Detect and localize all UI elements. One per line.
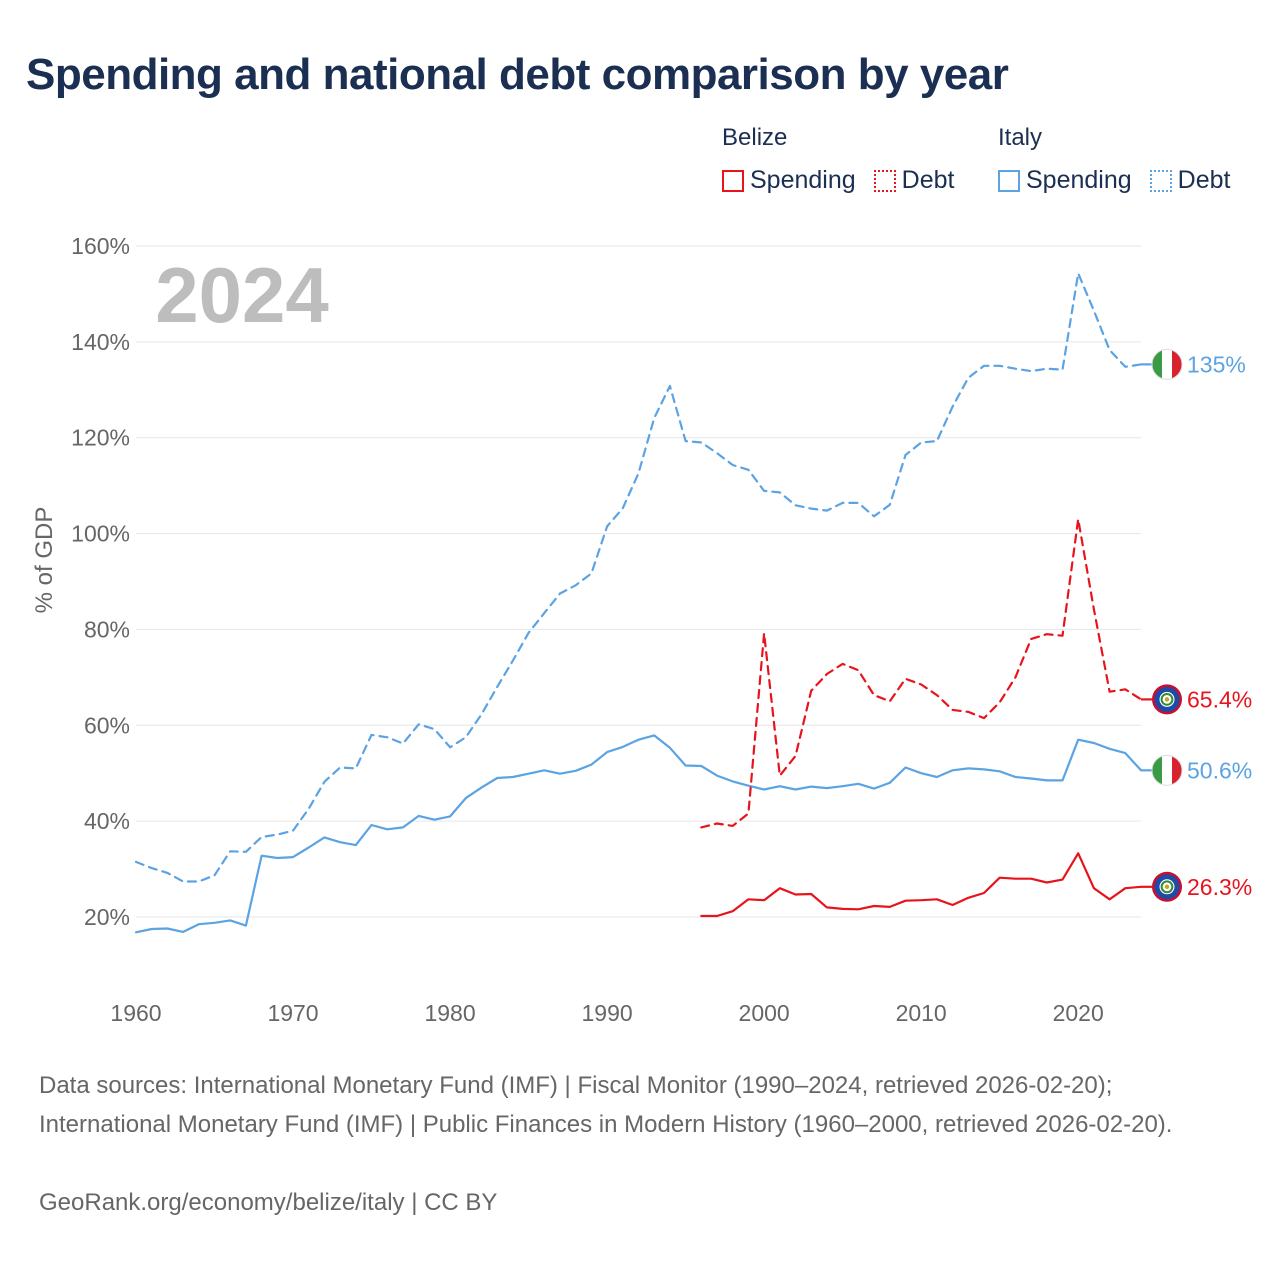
- year-watermark: 2024: [155, 251, 329, 339]
- italy-spending-end-label: 50.6%: [1187, 757, 1252, 783]
- italy-spending-line[interactable]: [134, 734, 1143, 934]
- x-tick-label: 2020: [1053, 1000, 1104, 1026]
- legend-label: Spending: [750, 166, 856, 194]
- belize-debt-end-label: 65.4%: [1187, 686, 1252, 712]
- x-tick-label: 1970: [267, 1000, 318, 1026]
- legend-belize-spending[interactable]: Spending: [722, 166, 856, 195]
- italy-debt-line[interactable]: [134, 272, 1143, 883]
- y-tick-label: 140%: [71, 329, 130, 355]
- x-tick-label: 2000: [739, 1000, 790, 1026]
- italy-flag-icon: [1151, 348, 1183, 380]
- x-axis-ticks: 1960 1970 1980 1990 2000 2010 2020: [110, 1000, 1103, 1026]
- x-tick-label: 1990: [582, 1000, 633, 1026]
- chart-title: Spending and national debt comparison by…: [26, 50, 1009, 99]
- legend-label: Debt: [901, 166, 955, 194]
- y-tick-label: 100%: [71, 521, 130, 547]
- y-tick-label: 40%: [84, 808, 130, 834]
- legend-swatch-solid: [998, 169, 1020, 192]
- legend-belize-debt[interactable]: Debt: [873, 166, 955, 195]
- legend-group-label: Italy: [998, 124, 1043, 151]
- data-sources: Data sources: International Monetary Fun…: [39, 1072, 1173, 1138]
- x-tick-label: 1980: [424, 1000, 475, 1026]
- y-tick-label: 60%: [84, 712, 130, 738]
- credit-link[interactable]: GeoRank.org/economy/belize/italy | CC BY: [39, 1189, 498, 1216]
- y-tick-label: 80%: [84, 616, 130, 642]
- belize-debt-line[interactable]: [700, 518, 1143, 829]
- legend-italy-debt[interactable]: Debt: [1149, 166, 1231, 195]
- legend-group-italy: Italy Spending Debt: [998, 124, 1248, 195]
- y-axis-ticks: 20% 40% 60% 80% 100% 120% 140% 160%: [71, 233, 130, 930]
- belize-spending-end-label: 26.3%: [1187, 874, 1252, 900]
- belize-spending-line[interactable]: [700, 852, 1143, 918]
- series-end-markers: 135% 50.6% 65.4% 26.3%: [1141, 348, 1252, 902]
- legend-label: Debt: [1177, 166, 1231, 194]
- belize-flag-icon: [1152, 684, 1182, 715]
- legend-label: Spending: [1026, 166, 1132, 194]
- x-tick-label: 1960: [110, 1000, 161, 1026]
- legend-group-belize: Belize Spending Debt: [722, 124, 972, 195]
- legend-swatch-dotted: [1149, 169, 1172, 192]
- y-tick-label: 160%: [71, 233, 130, 259]
- y-axis-label: % of GDP: [31, 507, 58, 614]
- x-tick-label: 2010: [896, 1000, 947, 1026]
- gridlines: [136, 245, 1141, 918]
- y-tick-label: 20%: [84, 904, 130, 930]
- legend-italy-spending[interactable]: Spending: [998, 166, 1132, 195]
- series-lines: [134, 272, 1143, 934]
- belize-flag-icon: [1152, 871, 1182, 902]
- y-tick-label: 120%: [71, 425, 130, 451]
- legend-swatch-dotted: [873, 169, 896, 192]
- italy-flag-icon: [1151, 754, 1183, 786]
- legend-group-label: Belize: [722, 124, 788, 151]
- italy-debt-end-label: 135%: [1187, 351, 1246, 377]
- legend-swatch-solid: [722, 169, 744, 192]
